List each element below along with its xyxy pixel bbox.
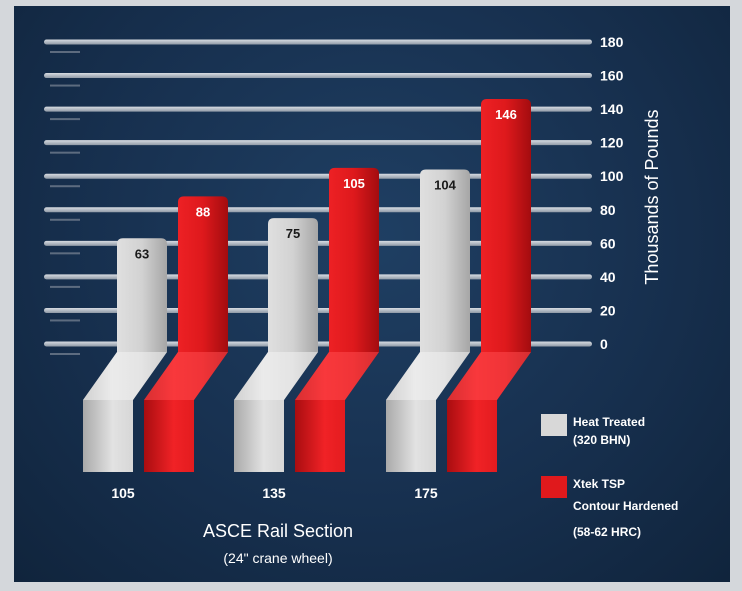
bar-value-label: 104 (434, 178, 456, 193)
bar-bevel (386, 352, 470, 400)
grid-dash (50, 353, 80, 355)
grid-dash (50, 51, 80, 53)
y-tick-label: 80 (600, 202, 616, 218)
y-axis-label: Thousands of Pounds (642, 109, 662, 284)
y-tick-label: 180 (600, 34, 624, 50)
grid-dash (50, 252, 80, 255)
bar-value-label: 88 (196, 204, 210, 219)
y-tick-label: 60 (600, 235, 616, 251)
grid-dash (50, 84, 80, 87)
y-tick-label: 120 (600, 135, 624, 151)
bar-value-label: 75 (286, 226, 300, 241)
bar-value-labels: 63 88 75 105 104 146 (135, 107, 517, 261)
legend-swatch-xtek (541, 476, 567, 498)
legend: Heat Treated (320 BHN) Xtek TSP Contour … (541, 414, 678, 539)
gridline (44, 73, 592, 79)
category-label: 135 (262, 485, 286, 501)
bars (83, 99, 531, 473)
x-axis-label: ASCE Rail Section (203, 521, 353, 541)
x-axis-sublabel: (24" crane wheel) (223, 550, 332, 566)
y-tick-label: 100 (600, 168, 624, 184)
grid-dash (50, 285, 80, 288)
bar-bevel (234, 352, 318, 400)
grid-dash (50, 151, 80, 154)
legend-heat-treated-line1: Heat Treated (573, 415, 645, 429)
grid-dash (50, 185, 80, 188)
grid-dash (50, 319, 80, 322)
legend-xtek-line1: Xtek TSP (573, 477, 625, 491)
gridline (44, 106, 592, 112)
category-label: 175 (414, 485, 438, 501)
y-tick-label: 0 (600, 336, 608, 352)
legend-heat-treated-line2: (320 BHN) (573, 433, 630, 447)
y-tick-labels: 180 160 140 120 100 80 60 40 20 0 (600, 34, 624, 352)
y-tick-label: 20 (600, 302, 616, 318)
bar-xtek (144, 196, 228, 472)
legend-xtek-line2: Contour Hardened (573, 499, 678, 513)
category-labels: 105 135 175 (111, 485, 438, 501)
y-tick-label: 160 (600, 68, 624, 84)
bar-bevel (144, 352, 228, 400)
category-label: 105 (111, 485, 135, 501)
bar-heat-treated (234, 218, 318, 472)
legend-swatch-heat-treated (541, 414, 567, 436)
bar-value-label: 105 (343, 176, 365, 191)
gridline (44, 39, 592, 45)
bar-bevel (83, 352, 167, 400)
bar-value-label: 63 (135, 246, 149, 261)
grid-dash (50, 218, 80, 221)
bar-value-label: 146 (495, 107, 517, 122)
y-tick-label: 140 (600, 101, 624, 117)
legend-xtek-line3: (58-62 HRC) (573, 525, 641, 539)
bar-bevel (447, 352, 531, 400)
y-tick-label: 40 (600, 269, 616, 285)
bar-bevel (295, 352, 379, 400)
gridline (44, 140, 592, 146)
grid-dash (50, 118, 80, 121)
